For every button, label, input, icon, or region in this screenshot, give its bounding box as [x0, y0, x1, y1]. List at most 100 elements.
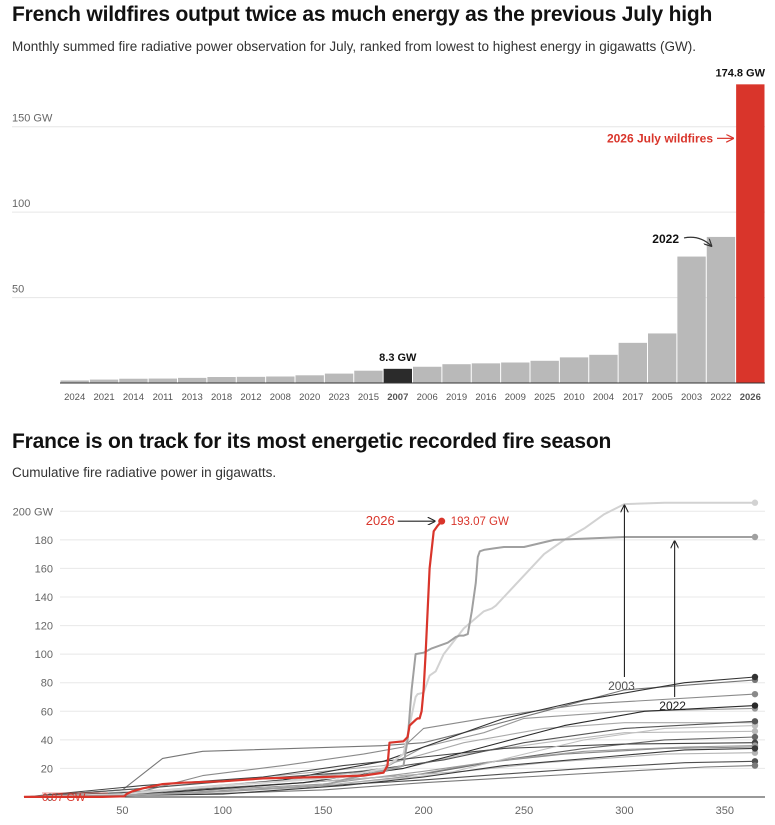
end-point-2026 [438, 517, 446, 525]
start-value-label: 0.07 GW [42, 792, 86, 804]
y-tick-label: 140 [35, 592, 53, 604]
x-tick-label: 2019 [446, 392, 467, 403]
end-point [751, 702, 759, 709]
end-point [751, 733, 759, 741]
x-tick-label: 2008 [270, 392, 291, 403]
y-tick-label: 100 [35, 649, 53, 661]
end-point-2003 [751, 499, 759, 506]
x-tick-label: 150 [314, 805, 332, 817]
x-tick-label: 2013 [182, 392, 203, 403]
series-line-2026 [24, 520, 443, 798]
series-line-2022 [23, 536, 755, 798]
bar-2021 [89, 379, 119, 383]
end-point [751, 690, 759, 698]
x-tick-label: 2023 [328, 392, 349, 403]
end-point [751, 673, 759, 681]
x-tick-label: 2009 [505, 392, 526, 403]
bar-2023 [324, 373, 354, 383]
x-tick-label: 2006 [417, 392, 438, 403]
y-tick-label: 50 [12, 284, 24, 296]
bar-2009 [501, 362, 530, 383]
y-tick-label: 80 [41, 678, 53, 690]
y-tick-label: 100 [12, 198, 30, 210]
x-tick-label: 2020 [299, 392, 320, 403]
chart1-title: French wildfires output twice as much en… [12, 3, 713, 26]
bar-2005 [648, 333, 677, 383]
x-tick-label: 2018 [211, 392, 232, 403]
bar-2012 [236, 376, 266, 383]
data-label-2026: 174.8 GW [715, 67, 765, 79]
bar-2026 [736, 84, 765, 384]
series-line [23, 736, 756, 798]
x-tick-label: 2024 [64, 392, 85, 403]
x-tick-label: 2012 [240, 392, 261, 403]
y-tick-label: 60 [41, 706, 53, 718]
series-line [23, 765, 756, 798]
bar-2013 [178, 377, 207, 383]
x-tick-label: 2011 [153, 392, 173, 403]
x-tick-label: 2026 [740, 392, 761, 403]
y-tick-label: 120 [35, 621, 53, 633]
bar-2024 [60, 380, 89, 383]
x-tick-label: 250 [515, 805, 533, 817]
annotation-2026: 2026 July wildfires [607, 131, 713, 145]
series-line [23, 705, 756, 798]
end-point [751, 718, 759, 725]
end-point-2022 [751, 533, 759, 541]
annotation-arrow-2022 [683, 236, 711, 246]
bar-2025 [530, 360, 559, 383]
bar-2017 [618, 342, 647, 383]
bar-2008 [266, 376, 295, 383]
label-2026: 2026 [366, 513, 395, 528]
chart2-title: France is on track for its most energeti… [12, 430, 612, 453]
bar-2015 [354, 370, 383, 383]
x-tick-label: 100 [214, 805, 232, 817]
x-tick-label: 2007 [387, 392, 408, 403]
bar-2006 [413, 366, 442, 383]
x-tick-label: 2016 [475, 392, 496, 403]
value-2026: 193.07 GW [451, 516, 509, 528]
annotation-2022: 2022 [652, 232, 679, 246]
x-tick-label: 300 [615, 805, 633, 817]
chart1-subtitle: Monthly summed fire radiative power obse… [12, 39, 697, 54]
x-tick-label: 2003 [681, 392, 702, 403]
y-tick-label: 180 [35, 535, 53, 547]
end-point [751, 728, 759, 735]
label-2003: 2003 [608, 679, 635, 693]
bar-2022 [706, 236, 736, 383]
x-tick-label: 2010 [563, 392, 584, 403]
x-tick-label: 350 [716, 805, 734, 817]
x-tick-label: 2021 [93, 392, 114, 403]
bar-2004 [589, 354, 618, 383]
y-tick-label: 40 [41, 735, 53, 747]
bar-2003 [677, 256, 706, 383]
x-tick-label: 2004 [593, 392, 614, 403]
end-point [751, 762, 759, 769]
x-tick-label: 2025 [534, 392, 555, 403]
bar-2010 [559, 357, 589, 383]
series-line [23, 679, 756, 798]
chart1-bar-chart: 50 100 150 GW 2024 2021 2014 2011 2013 2018 2012 2… [12, 67, 766, 403]
end-point [751, 745, 759, 752]
data-label-2007: 8.3 GW [379, 352, 417, 364]
label-2022: 2022 [659, 699, 686, 713]
x-tick-label: 2015 [358, 392, 379, 403]
x-tick-label: 50 [116, 805, 128, 817]
bar-2019 [442, 364, 471, 383]
y-tick-label: 160 [35, 563, 53, 575]
y-tick-label: 20 [41, 763, 53, 775]
y-tick-label: 200 GW [13, 506, 54, 518]
bar-2014 [119, 378, 148, 383]
bar-2020 [295, 375, 324, 383]
bar-2011 [148, 378, 177, 383]
bar-2016 [471, 363, 501, 383]
x-tick-label: 2017 [622, 392, 643, 403]
bar-2018 [207, 377, 236, 383]
series-line [23, 722, 755, 798]
x-tick-label: 2014 [123, 392, 144, 403]
x-tick-label: 2022 [710, 392, 731, 403]
bar-2007 [383, 368, 412, 383]
series-line [23, 747, 756, 798]
y-tick-label: 150 GW [12, 113, 53, 125]
